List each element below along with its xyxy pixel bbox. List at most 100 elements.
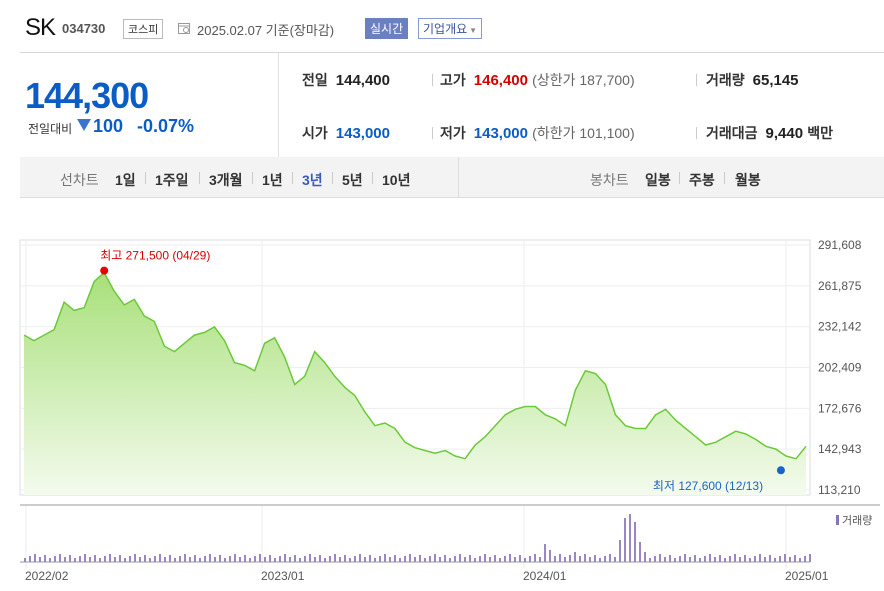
stock-code: 034730 <box>62 21 106 36</box>
volume-bar <box>89 557 91 562</box>
volume-bar <box>239 557 241 562</box>
stock-header: SK 034730 코스피 2025.02.07 기준(장마감) 실시간 기업개… <box>0 0 884 52</box>
volume-bar <box>179 556 181 562</box>
volume-bar <box>704 556 706 562</box>
current-price-area: 144,300 전일대비 100 -0.07% <box>20 53 279 157</box>
volume-bar <box>199 558 201 562</box>
volume-bar <box>639 542 641 562</box>
volume-bar <box>574 552 576 562</box>
max-label: 최고 271,500 (04/29) <box>100 249 210 263</box>
volume-bar <box>184 554 186 562</box>
volume-bar <box>699 558 701 562</box>
price-change-percent: -0.07% <box>137 116 195 136</box>
volume-bar <box>754 556 756 562</box>
tab-1y[interactable]: 1년 <box>262 172 283 188</box>
volume-bar <box>144 555 146 562</box>
y-tick-label: 232,142 <box>818 320 862 334</box>
x-tick-label: 2022/02 <box>25 569 69 583</box>
volume-bar <box>49 558 51 562</box>
volume-bar <box>529 556 531 562</box>
stock-name: SK <box>25 14 56 41</box>
min-point <box>776 466 785 475</box>
volume-bar <box>54 556 56 562</box>
volume-bar <box>169 555 171 562</box>
market-badge: 코스피 <box>123 19 164 39</box>
volume-bar <box>734 554 736 562</box>
volume-legend-swatch <box>836 515 839 525</box>
volume-bar <box>799 558 801 562</box>
volume-bar <box>744 555 746 562</box>
volume-bar <box>794 555 796 562</box>
tab-daily[interactable]: 일봉 <box>645 172 671 188</box>
volume-bar <box>219 555 221 562</box>
high-price: 고가 146,400 (상한가 187,700) <box>440 72 635 89</box>
price-change-value: 100 <box>93 116 124 136</box>
volume-bar <box>564 557 566 562</box>
volume-bar <box>379 556 381 562</box>
volume-bar <box>109 554 111 562</box>
volume-bar <box>364 557 366 562</box>
volume-bar <box>174 558 176 562</box>
tab-1d[interactable]: 1일 <box>115 172 136 188</box>
max-point <box>100 266 109 275</box>
volume-bar <box>544 544 546 562</box>
volume-bar <box>134 554 136 562</box>
down-triangle-icon <box>77 119 91 131</box>
chevron-down-icon: ▼ <box>469 26 478 35</box>
volume-bar <box>234 554 236 562</box>
volume-bar <box>74 558 76 562</box>
volume-bar <box>569 555 571 562</box>
tab-weekly[interactable]: 주봉 <box>689 172 715 188</box>
volume-bar <box>124 558 126 562</box>
tab-3y[interactable]: 3년 <box>302 172 323 188</box>
volume-bar <box>719 555 721 562</box>
corp-overview-dropdown[interactable]: 기업개요 ▼ <box>418 18 483 39</box>
tab-3m[interactable]: 3개월 <box>209 172 243 188</box>
realtime-button[interactable]: 실시간 <box>365 18 409 39</box>
volume-bar <box>244 555 246 562</box>
volume-bar <box>664 557 666 562</box>
volume-bar <box>29 556 31 562</box>
volume-bar <box>339 557 341 562</box>
volume-bar <box>539 557 541 562</box>
tab-monthly[interactable]: 월봉 <box>735 172 761 188</box>
volume-bar <box>374 558 376 562</box>
volume-bar <box>419 555 421 562</box>
volume-bar <box>269 555 271 562</box>
tab-10y[interactable]: 10년 <box>382 172 411 188</box>
volume-bar <box>354 556 356 562</box>
volume-bar <box>524 558 526 562</box>
volume-bar <box>634 522 636 562</box>
y-tick-label: 261,875 <box>818 279 862 293</box>
volume-bar <box>804 556 806 562</box>
y-tick-label: 202,409 <box>818 361 862 375</box>
volume-bar <box>129 556 131 562</box>
volume-bar <box>309 554 311 562</box>
volume-bar <box>549 550 551 562</box>
volume-bar <box>444 555 446 562</box>
y-tick-label: 172,676 <box>818 401 862 415</box>
volume-bar <box>389 557 391 562</box>
volume-bar <box>659 554 661 562</box>
volume-bar <box>494 555 496 562</box>
volume-bar <box>469 555 471 562</box>
tab-1w[interactable]: 1주일 <box>155 172 189 188</box>
volume-bar <box>64 557 66 562</box>
x-tick-label: 2023/01 <box>261 569 305 583</box>
volume-bar <box>399 558 401 562</box>
volume-bar <box>59 554 61 562</box>
volume-bar <box>499 558 501 562</box>
base-date: 2025.02.07 기준(장마감) <box>197 23 335 38</box>
low-price: 저가 143,000 (하한가 101,100) <box>440 125 635 142</box>
volume-bar <box>579 556 581 562</box>
volume-bar <box>194 555 196 562</box>
volume-bar <box>514 557 516 562</box>
volume-bar <box>589 557 591 562</box>
volume-bar <box>84 554 86 562</box>
quote-panel: 144,300 전일대비 100 -0.07% 전일 144,400 고가 146,… <box>20 52 884 158</box>
volume-bar <box>229 556 231 562</box>
volume-bar <box>689 557 691 562</box>
price-chart: 291,608 261,875 232,142 202,409 172,676 142,9… <box>0 200 884 591</box>
tab-5y[interactable]: 5년 <box>342 172 363 188</box>
volume-bar <box>214 557 216 562</box>
